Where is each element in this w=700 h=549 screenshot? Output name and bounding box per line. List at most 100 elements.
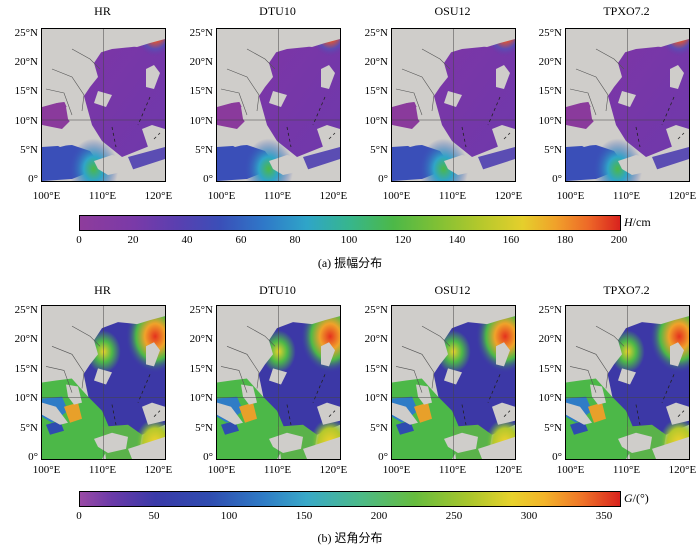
y-tick-label: 20°N xyxy=(14,333,38,346)
amplitude-colorbar-tick: 60 xyxy=(235,234,247,246)
y-tick-label: 25°N xyxy=(189,303,213,316)
phase-panel-title: TPXO7.2 xyxy=(603,283,650,297)
y-tick-label: 10°N xyxy=(14,392,38,405)
x-tick-label: 120°E xyxy=(144,464,173,476)
y-tick-label: 10°N xyxy=(538,114,562,127)
amplitude-colorbar-tick: 160 xyxy=(502,234,520,246)
amplitude-map-osu12 xyxy=(391,28,516,182)
y-tick-label: 15°N xyxy=(189,362,213,375)
x-tick-label: 110°E xyxy=(263,190,292,202)
amplitude-colorbar-tick: 20 xyxy=(127,234,139,246)
y-tick-label: 15°N xyxy=(364,85,388,98)
x-tick-label: 100°E xyxy=(207,464,236,476)
amplitude-colorbar-tick: 140 xyxy=(448,234,466,246)
amplitude-colorbar xyxy=(79,215,621,231)
y-tick-label: 15°N xyxy=(538,362,562,375)
y-tick-label: 0° xyxy=(378,451,388,463)
y-tick-label: 0° xyxy=(28,451,38,463)
x-tick-label: 110°E xyxy=(612,464,641,476)
phase-map-hr xyxy=(41,305,166,460)
x-tick-label: 120°E xyxy=(319,464,348,476)
phase-colorbar-tick: 300 xyxy=(520,510,538,522)
x-tick-label: 110°E xyxy=(88,190,117,202)
y-tick-label: 20°N xyxy=(364,333,388,346)
amplitude-colorbar-tick: 40 xyxy=(181,234,193,246)
y-tick-label: 15°N xyxy=(538,85,562,98)
phase-colorbar-tick: 250 xyxy=(445,510,463,522)
y-tick-label: 0° xyxy=(552,451,562,463)
x-tick-label: 100°E xyxy=(556,190,585,202)
amplitude-colorbar-tick: 200 xyxy=(610,234,628,246)
y-tick-label: 20°N xyxy=(538,333,562,346)
amplitude-colorbar-variable: H xyxy=(624,215,633,229)
x-tick-label: 100°E xyxy=(32,464,61,476)
y-tick-label: 0° xyxy=(203,451,213,463)
y-tick-label: 20°N xyxy=(364,56,388,69)
y-tick-label: 15°N xyxy=(189,85,213,98)
phase-colorbar-unit: /(°) xyxy=(632,491,649,505)
phase-colorbar-label: G/(°) xyxy=(624,491,649,506)
amplitude-map-dtu10 xyxy=(216,28,341,182)
phase-panel-title: HR xyxy=(94,283,111,297)
phase-colorbar xyxy=(79,491,621,507)
y-tick-label: 0° xyxy=(203,173,213,185)
x-tick-label: 110°E xyxy=(263,464,292,476)
x-tick-label: 120°E xyxy=(144,190,173,202)
y-tick-label: 25°N xyxy=(538,26,562,39)
amplitude-colorbar-tick: 80 xyxy=(289,234,301,246)
phase-colorbar-tick: 50 xyxy=(148,510,160,522)
y-tick-label: 5°N xyxy=(195,421,213,434)
phase-colorbar-tick: 100 xyxy=(220,510,238,522)
y-tick-label: 10°N xyxy=(364,114,388,127)
x-tick-label: 110°E xyxy=(88,464,117,476)
y-tick-label: 20°N xyxy=(538,56,562,69)
y-tick-label: 0° xyxy=(552,173,562,185)
y-tick-label: 5°N xyxy=(544,143,562,156)
phase-colorbar-variable: G xyxy=(624,491,633,505)
y-tick-label: 15°N xyxy=(14,362,38,375)
y-tick-label: 5°N xyxy=(195,143,213,156)
amplitude-colorbar-unit: /cm xyxy=(632,215,651,229)
phase-colorbar-tick: 200 xyxy=(370,510,388,522)
amplitude-panel-title: DTU10 xyxy=(259,4,296,18)
amplitude-panel-title: OSU12 xyxy=(434,4,471,18)
x-tick-label: 120°E xyxy=(494,190,523,202)
phase-caption: (b) 迟角分布 xyxy=(317,531,383,545)
y-tick-label: 25°N xyxy=(14,303,38,316)
y-tick-label: 25°N xyxy=(364,26,388,39)
amplitude-colorbar-tick: 120 xyxy=(394,234,412,246)
y-tick-label: 20°N xyxy=(189,56,213,69)
amplitude-caption: (a) 振幅分布 xyxy=(317,256,383,270)
x-tick-label: 100°E xyxy=(556,464,585,476)
y-tick-label: 0° xyxy=(28,173,38,185)
y-tick-label: 5°N xyxy=(20,143,38,156)
y-tick-label: 25°N xyxy=(189,26,213,39)
phase-map-osu12 xyxy=(391,305,516,460)
x-tick-label: 110°E xyxy=(438,464,467,476)
y-tick-label: 10°N xyxy=(189,392,213,405)
amplitude-map-hr xyxy=(41,28,166,182)
amplitude-map-tpxo72 xyxy=(565,28,690,182)
y-tick-label: 5°N xyxy=(370,421,388,434)
phase-panel-title: OSU12 xyxy=(434,283,471,297)
y-tick-label: 10°N xyxy=(189,114,213,127)
phase-map-tpxo72 xyxy=(565,305,690,460)
amplitude-colorbar-tick: 100 xyxy=(340,234,358,246)
y-tick-label: 5°N xyxy=(370,143,388,156)
y-tick-label: 0° xyxy=(378,173,388,185)
x-tick-label: 100°E xyxy=(32,190,61,202)
y-tick-label: 10°N xyxy=(14,114,38,127)
phase-colorbar-tick: 150 xyxy=(295,510,313,522)
y-tick-label: 15°N xyxy=(14,85,38,98)
x-tick-label: 120°E xyxy=(668,464,697,476)
y-tick-label: 10°N xyxy=(538,392,562,405)
phase-map-dtu10 xyxy=(216,305,341,460)
x-tick-label: 120°E xyxy=(494,464,523,476)
amplitude-panel-title: TPXO7.2 xyxy=(603,4,650,18)
phase-colorbar-tick: 350 xyxy=(595,510,613,522)
x-tick-label: 120°E xyxy=(668,190,697,202)
y-tick-label: 25°N xyxy=(538,303,562,316)
phase-panel-title: DTU10 xyxy=(259,283,296,297)
y-tick-label: 25°N xyxy=(14,26,38,39)
y-tick-label: 25°N xyxy=(364,303,388,316)
